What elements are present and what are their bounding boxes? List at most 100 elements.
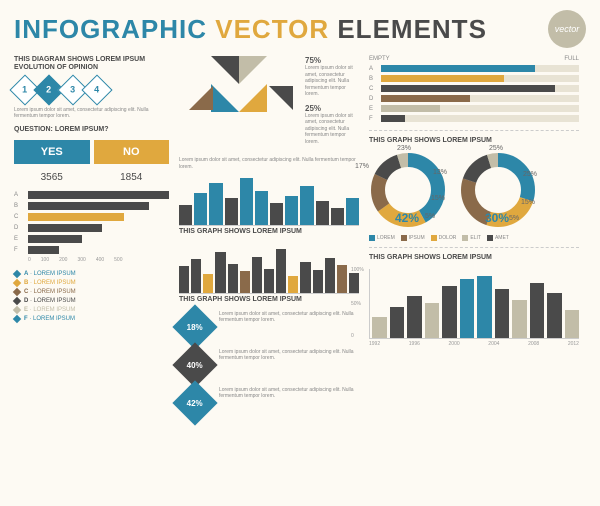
bar — [255, 191, 268, 225]
lorem-pct2: Lorem ipsum dolor sit amet, consectetur … — [305, 113, 359, 146]
bar — [442, 286, 457, 338]
legend-item: IPSUM — [401, 235, 425, 241]
evolution-title: THIS DIAGRAM SHOWS LOREM IPSUM EVOLUTION… — [14, 56, 169, 73]
pct-25: 25% — [305, 104, 359, 113]
bar — [316, 201, 329, 226]
empty-label: EMPTY — [369, 56, 390, 62]
lorem-pct1: Lorem ipsum dolor sit amet, consectetur … — [305, 65, 359, 98]
yes-value: 3565 — [14, 172, 90, 183]
bar — [325, 258, 335, 293]
bullet-B: B · LOREM IPSUM — [14, 280, 169, 286]
y-0: 0 — [351, 333, 354, 339]
donut-legend: LOREM IPSUM DOLOR ELIT AMET — [369, 235, 579, 241]
bar — [270, 203, 283, 225]
bar-chart-2 — [179, 244, 359, 294]
prog-B: B — [369, 75, 579, 82]
step-diagram: 1234 — [14, 79, 169, 101]
bar — [215, 252, 225, 294]
bar — [240, 178, 253, 225]
bar — [547, 293, 562, 338]
bar — [460, 279, 475, 338]
bullet-list: A · LOREM IPSUM B · LOREM IPSUM C · LOREM … — [14, 271, 169, 322]
bar — [228, 264, 238, 293]
bar — [252, 257, 262, 294]
bar — [512, 300, 527, 338]
no-box: NO — [94, 140, 170, 164]
donut-title: THIS GRAPH SHOWS LOREM IPSUM — [369, 137, 579, 145]
y-50: 50% — [351, 301, 361, 307]
bar — [407, 296, 422, 337]
bars2-title: THIS GRAPH SHOWS LOREM IPSUM — [179, 296, 359, 304]
bar — [477, 276, 492, 338]
bar — [276, 249, 286, 293]
bullet-D: D · LOREM IPSUM — [14, 298, 169, 304]
bar — [209, 183, 222, 225]
bar — [495, 289, 510, 337]
progress-bars: EMPTY FULL ABCDEF — [369, 56, 579, 122]
prog-A: A — [369, 65, 579, 72]
triangle-chart — [179, 56, 299, 136]
bar — [240, 271, 250, 293]
legend-item: ELIT — [462, 235, 481, 241]
lorem-2: Lorem ipsum dolor sit amet, consectetur … — [179, 157, 359, 170]
column-3: EMPTY FULL ABCDEF THIS GRAPH SHOWS LOREM … — [369, 56, 579, 419]
bars1-title: THIS GRAPH SHOWS LOREM IPSUM — [179, 228, 359, 236]
bullet-F: F · LOREM IPSUM — [14, 316, 169, 322]
x-axis: 199219962000200420082012 — [369, 341, 579, 347]
title-w1: INFOGRAPHIC — [14, 14, 207, 44]
bar — [372, 317, 387, 338]
bar — [264, 269, 274, 294]
legend-item: LOREM — [369, 235, 395, 241]
bottom-bars-title: THIS GRAPH SHOWS LOREM IPSUM — [369, 254, 579, 262]
bar — [179, 266, 189, 293]
pct-75: 75% — [305, 56, 359, 65]
bullet-E: E · LOREM IPSUM — [14, 307, 169, 313]
bar — [565, 310, 580, 338]
bottom-bar-chart — [369, 269, 579, 339]
prog-F: F — [369, 115, 579, 122]
step-4: 4 — [81, 74, 112, 105]
bar — [194, 193, 207, 225]
bar — [300, 186, 313, 225]
bar — [313, 270, 323, 294]
legend-item: DOLOR — [431, 235, 457, 241]
diamond-row: 40%Lorem ipsum dolor sit amet, consectet… — [179, 349, 359, 381]
bar — [288, 276, 298, 293]
bar — [346, 198, 359, 225]
donut-chart: 42%23%17%13%15%5% — [369, 151, 447, 229]
bar — [530, 283, 545, 338]
yes-no-boxes: YES NO — [14, 140, 169, 164]
prog-D: D — [369, 95, 579, 102]
bar — [390, 307, 405, 338]
bullet-C: C · LOREM IPSUM — [14, 289, 169, 295]
legend-item: AMET — [487, 235, 509, 241]
diamond-callouts: 18%Lorem ipsum dolor sit amet, consectet… — [179, 311, 359, 419]
bar — [337, 265, 347, 293]
prog-C: C — [369, 85, 579, 92]
bar-chart-1 — [179, 176, 359, 226]
diamond-row: 42%Lorem ipsum dolor sit amet, consectet… — [179, 387, 359, 419]
title-w3: ELEMENTS — [337, 14, 487, 44]
bar — [203, 274, 213, 294]
diamond-row: 18%Lorem ipsum dolor sit amet, consectet… — [179, 311, 359, 343]
yes-box: YES — [14, 140, 90, 164]
full-label: FULL — [564, 56, 579, 62]
bar — [225, 198, 238, 225]
bar — [191, 259, 201, 293]
title-w2: VECTOR — [215, 14, 329, 44]
donut-chart: 30%25%25%15%5% — [459, 151, 537, 229]
hbar-axis: 0100200300400500 — [14, 257, 169, 263]
hbar-C: C — [14, 213, 169, 221]
hbar-F: F — [14, 246, 169, 254]
hbar-D: D — [14, 224, 169, 232]
vector-badge: vector — [548, 10, 586, 48]
hbar-A: A — [14, 191, 169, 199]
bullet-A: A · LOREM IPSUM — [14, 271, 169, 277]
lorem-1: Lorem ipsum dolor sit amet, consectetur … — [14, 107, 169, 120]
bar — [300, 262, 310, 294]
hbar-E: E — [14, 235, 169, 243]
column-1: THIS DIAGRAM SHOWS LOREM IPSUM EVOLUTION… — [14, 56, 169, 419]
hbar-B: B — [14, 202, 169, 210]
prog-E: E — [369, 105, 579, 112]
y-100: 100% — [351, 267, 364, 273]
